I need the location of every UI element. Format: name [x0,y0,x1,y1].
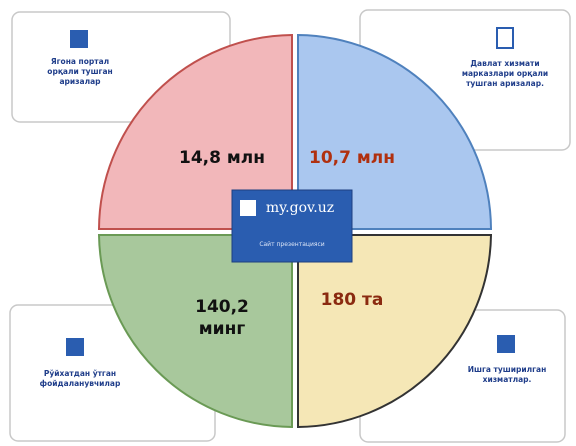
quadrant-value: 10,7 млн [309,148,395,168]
quadrant-value: минг [199,319,246,339]
box-caption: Давлат хизмати [470,59,539,68]
box-caption: Ишга туширилган [468,365,547,374]
icon [240,200,256,216]
quadrant-value: 140,2 [195,297,249,317]
icon [66,338,84,356]
quadrant [297,234,493,429]
box-caption: марказлари орқали [462,69,548,78]
quadrant-value: 180 та [321,290,384,310]
box-caption: Ягона портал [51,57,109,66]
box-caption: фойдаланувчилар [40,379,121,388]
icon [496,27,514,49]
quadrant [297,33,493,230]
box-caption: Рўйхатдан ўтган [44,369,116,378]
icon [497,335,515,353]
box-caption: орқали тушган [47,67,112,76]
quadrant [97,33,293,230]
box-caption: аризалар [59,77,101,86]
icon [70,30,88,48]
box-caption: тушган аризалар. [466,79,544,88]
site-name: my.gov.uz [266,200,334,216]
quadrant [97,234,293,429]
box-caption: хизматлар. [483,375,532,384]
site-caption: Сайт презентацияси [259,241,324,248]
quadrant-value: 14,8 млн [179,148,265,168]
